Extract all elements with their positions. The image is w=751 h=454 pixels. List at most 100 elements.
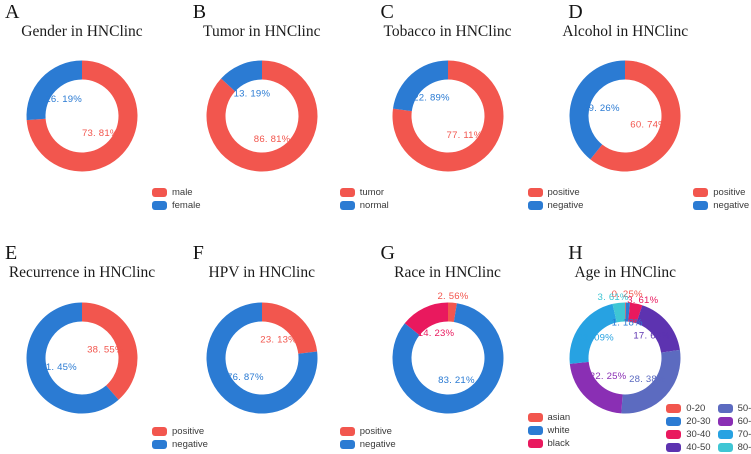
pie-slice-positive [590, 60, 681, 172]
pie-slice-80-90 [612, 302, 626, 323]
panel-letter: F [192, 242, 204, 264]
panel-letter: D [568, 1, 583, 23]
pie-slice-negative [26, 302, 119, 414]
donut-chart: 60. 74% 39. 26% [550, 41, 700, 191]
legend-swatch [693, 187, 709, 198]
legend-item: male [152, 186, 201, 199]
slice-percent-label: 22. 89% [413, 92, 450, 103]
panel-letter: B [192, 1, 207, 23]
legend-swatch [666, 416, 682, 427]
legend-swatch [717, 429, 733, 440]
pie-slice-negative [392, 60, 448, 112]
legend-label: positive [172, 426, 205, 437]
slice-percent-label: 17. 63% [634, 331, 671, 342]
legend-label: tumor [359, 187, 385, 198]
donut-chart: 2. 56% 83. 21% 14. 23% [373, 283, 523, 433]
pie-slice-20-30 [625, 302, 631, 322]
legend-label: positive [359, 426, 392, 437]
pie-slice-negative [206, 302, 318, 414]
slice-percent-label: 3. 61% [598, 292, 629, 303]
legend-swatch [152, 200, 167, 211]
pie-slice-female [26, 60, 82, 121]
panel-tumor: B Tumor in HNClinc 86. 81% 13. 19% tumor n… [187, 0, 389, 227]
legend-label: 60-70 [737, 416, 751, 427]
legend-label: black [547, 438, 570, 449]
slice-percent-label: 23. 13% [260, 335, 297, 346]
chart-title: Race in HNClinc [394, 264, 501, 281]
panel-letter: H [568, 242, 583, 264]
pie-slice-tumor [206, 60, 318, 172]
legend-swatch [693, 200, 709, 211]
legend-label: 40-50 [686, 442, 711, 453]
legend-label: positive [547, 187, 580, 198]
chart-legend: 0-20 20-30 30-40 40-50 50-60 60-70 70-80 80-90 [666, 402, 751, 454]
slice-percent-label: 60. 74% [631, 120, 668, 131]
legend-swatch [152, 439, 167, 450]
slice-percent-label: 77. 11% [446, 130, 482, 141]
legend-label: positive [713, 187, 746, 198]
legend-item: negative [693, 199, 749, 212]
slice-percent-label: 61. 45% [40, 362, 77, 373]
slice-percent-label: 14. 23% [417, 328, 454, 339]
legend-item: positive [339, 425, 396, 438]
legend-label: negative [172, 439, 208, 450]
legend-label: normal [359, 200, 389, 211]
legend-swatch [527, 200, 543, 211]
legend-swatch [527, 438, 543, 449]
legend-item: negative [152, 438, 208, 451]
legend-item: positive [693, 186, 749, 199]
panel-age: H Age in HNClinc 0. 25% 1. 18% 3. 61% 17. 6… [563, 227, 751, 454]
legend-label: 20-30 [686, 416, 711, 427]
legend-label: negative [547, 200, 584, 211]
chart-legend: positive negative [339, 425, 396, 451]
legend-label: male [172, 187, 193, 198]
legend-swatch [527, 187, 543, 198]
panel-letter: A [5, 1, 20, 23]
legend-swatch [339, 426, 355, 437]
pie-slice-40-50 [636, 305, 681, 353]
donut-svg: 23. 13% 76. 87% [206, 302, 318, 414]
legend-swatch [666, 429, 682, 440]
legend-label: 70-80 [737, 429, 751, 440]
pie-slice-black [404, 302, 448, 336]
legend-item: 20-30 [666, 415, 711, 428]
pie-slice-50-60 [621, 349, 681, 414]
panel-hpv: F HPV in HNClinc 23. 13% 76. 87% positive… [187, 227, 396, 454]
legend-label: 50-60 [737, 403, 751, 414]
panel-letter: G [380, 242, 395, 264]
slice-percent-label: 26. 19% [45, 94, 82, 105]
chart-legend: male female [152, 186, 201, 212]
pie-slice-male [26, 60, 138, 172]
slice-percent-label: 1. 18% [612, 318, 643, 329]
slice-percent-label: 39. 26% [583, 103, 620, 114]
legend-swatch [339, 200, 355, 211]
legend-swatch [527, 412, 543, 423]
legend-item: negative [527, 199, 584, 212]
legend-swatch [152, 187, 167, 198]
chart-legend: positive negative [152, 425, 208, 451]
legend-item: white [527, 424, 571, 437]
legend-label: asian [547, 412, 571, 423]
pie-slice-positive [261, 302, 317, 354]
legend-label: 0-20 [686, 403, 706, 414]
legend-item: black [527, 437, 571, 450]
chart-legend: positive negative [527, 186, 584, 212]
legend-swatch [339, 439, 355, 450]
donut-chart: 86. 81% 13. 19% [187, 41, 337, 191]
pie-slice-0-20 [625, 302, 627, 322]
slice-percent-label: 0. 25% [612, 289, 643, 300]
panel-tobacco: C Tobacco in HNClinc 77. 11% 22. 89% posi… [376, 0, 584, 227]
legend-item: 70-80 [717, 428, 751, 441]
legend-swatch [527, 425, 543, 436]
donut-chart: 23. 13% 76. 87% [187, 283, 337, 433]
pie-slice-asian [447, 302, 457, 322]
pie-slice-30-40 [628, 302, 643, 324]
chart-title: Alcohol in HNClinc [562, 23, 689, 40]
donut-chart: 73. 81% 26. 19% [7, 41, 157, 191]
legend-item: female [152, 199, 201, 212]
pie-slice-white [392, 303, 503, 414]
legend-item: asian [527, 411, 571, 424]
legend-item: normal [339, 199, 389, 212]
slice-percent-label: 22. 25% [590, 371, 627, 382]
